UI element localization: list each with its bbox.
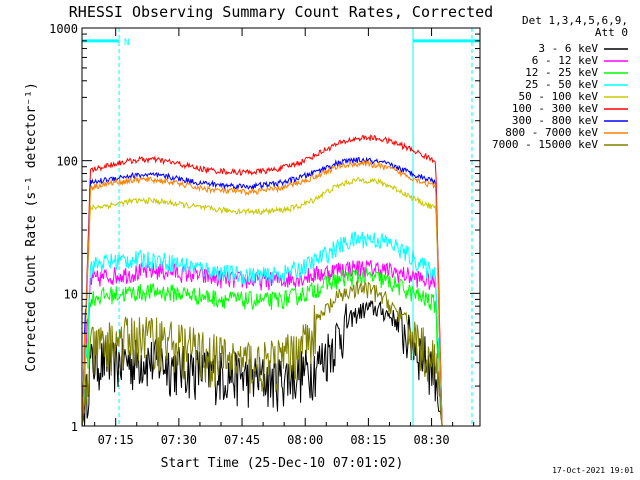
y-axis-ticks: 1 10 100 1000	[49, 22, 480, 434]
series-line-8	[81, 279, 443, 427]
x-tick-label-5: 08:30	[414, 433, 450, 447]
x-tick-label-1: 07:30	[161, 433, 197, 447]
chart-title: RHESSI Observing Summary Count Rates, Co…	[69, 3, 493, 21]
legend-label-2: 12 - 25 keV	[525, 66, 598, 79]
series-line-7	[81, 159, 443, 427]
y-tick-label-2: 100	[56, 155, 78, 169]
legend-label-0: 3 - 6 keV	[538, 42, 598, 55]
series-line-6	[81, 156, 443, 427]
y-tick-label-0: 1	[71, 420, 78, 434]
y-axis-label: Corrected Count Rate (s⁻¹ detector⁻¹)	[24, 82, 39, 372]
legend-label-5: 100 - 300 keV	[512, 102, 598, 115]
legend-label-3: 25 - 50 keV	[525, 78, 598, 91]
y-tick-label-3: 1000	[49, 22, 78, 36]
eclipse-bar-label: N	[124, 38, 129, 48]
x-tick-label-4: 08:15	[350, 433, 386, 447]
legend-label-6: 300 - 800 keV	[512, 114, 598, 127]
legend-label-8: 7000 - 15000 keV	[492, 138, 598, 151]
series-line-5	[81, 134, 443, 427]
x-tick-label-3: 08:00	[287, 433, 323, 447]
legend-header-line-1: Det 1,3,4,5,6,9,	[522, 14, 628, 27]
series-line-3	[81, 230, 443, 427]
legend-label-1: 6 - 12 keV	[532, 54, 599, 67]
x-axis-ticks: 07:15 07:30 07:45 08:00 08:15 08:30	[94, 28, 475, 447]
date-stamp: 17-Oct-2021 19:01	[552, 466, 634, 475]
plot-frame	[81, 27, 481, 427]
series-line-4	[81, 176, 443, 427]
legend-header-line-2: Att 0	[595, 26, 628, 39]
x-tick-label-0: 07:15	[98, 433, 134, 447]
legend-label-4: 50 - 100 keV	[519, 90, 599, 103]
y-tick-label-1: 10	[64, 287, 78, 301]
legend-label-7: 800 - 7000 keV	[505, 126, 598, 139]
series-line-0	[81, 300, 443, 427]
x-axis-label: Start Time (25-Dec-10 07:01:02)	[161, 456, 404, 471]
series-layer	[81, 134, 443, 427]
x-tick-label-2: 07:45	[224, 433, 260, 447]
series-line-2	[81, 268, 443, 427]
